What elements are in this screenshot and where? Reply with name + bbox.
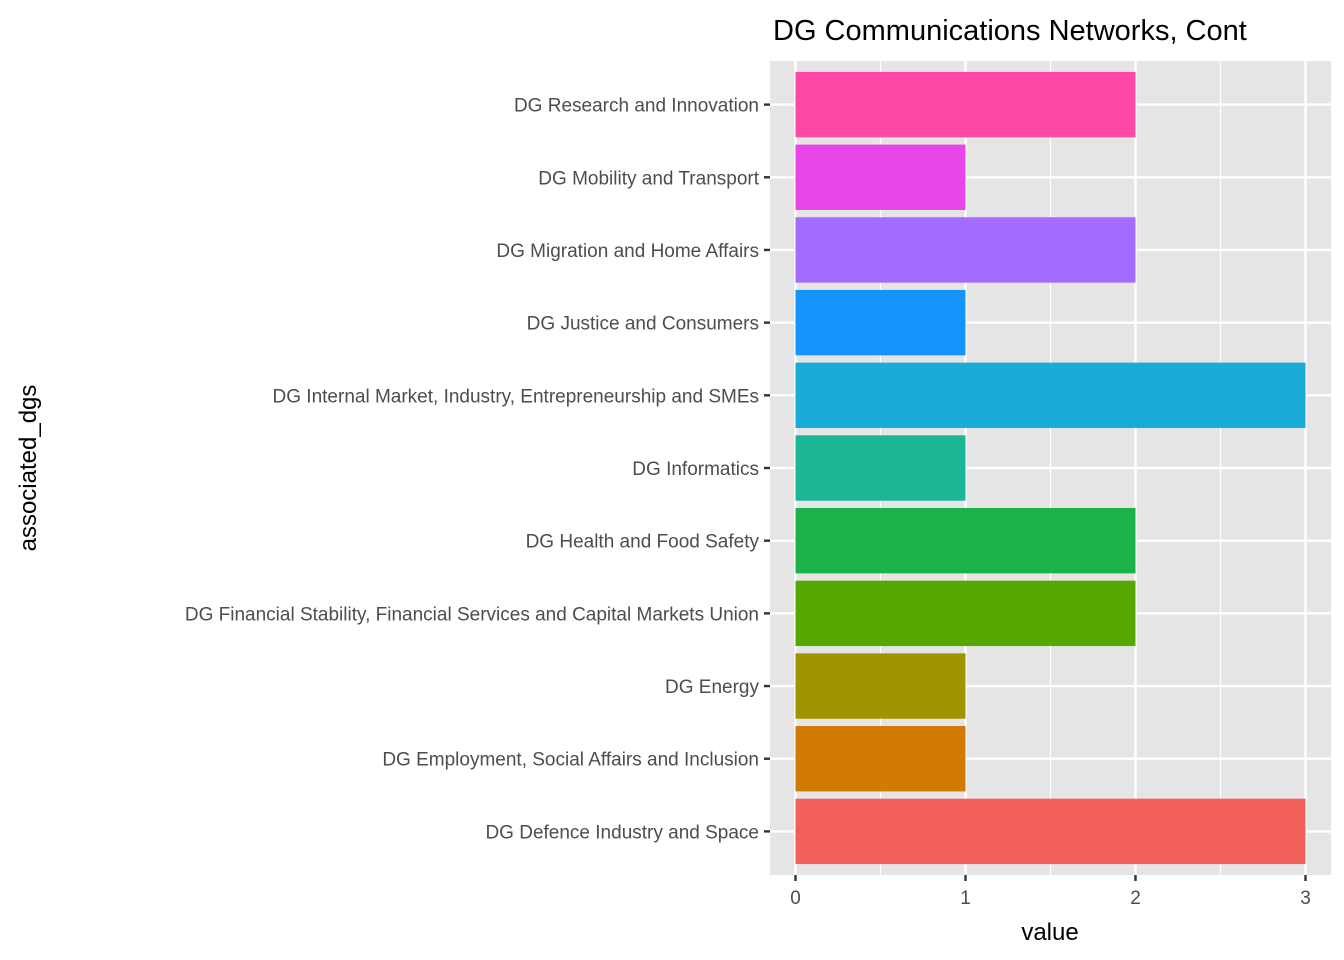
x-tick-label: 3: [1300, 888, 1311, 909]
bar: [795, 435, 966, 501]
bar: [795, 362, 1306, 429]
y-axis: DG Defence Industry and Space DG Employme…: [185, 96, 770, 843]
bar: [795, 144, 966, 210]
y-tick-label: DG Justice and Consumers: [527, 314, 759, 335]
y-axis-title: associated_dgs: [15, 385, 42, 552]
bar: [795, 507, 1136, 574]
bar: [795, 653, 966, 719]
x-axis: 0 1 2 3: [790, 875, 1311, 909]
x-axis-title: value: [1021, 919, 1078, 946]
bar: [795, 217, 1136, 283]
y-tick-label: DG Informatics: [632, 459, 759, 480]
bar: [795, 289, 966, 356]
bar: [795, 726, 966, 792]
y-tick-label: DG Energy: [665, 677, 759, 698]
x-tick-label: 1: [960, 888, 971, 909]
bars: [795, 71, 1306, 865]
y-tick-label: DG Internal Market, Industry, Entreprene…: [273, 386, 759, 407]
y-tick-label: DG Defence Industry and Space: [485, 822, 759, 843]
y-tick-label: DG Research and Innovation: [514, 96, 759, 117]
y-tick-label: DG Migration and Home Affairs: [496, 241, 759, 262]
y-tick-label: DG Mobility and Transport: [538, 168, 759, 189]
y-tick-label: DG Health and Food Safety: [526, 532, 760, 553]
y-tick-label: DG Financial Stability, Financial Servic…: [185, 604, 759, 625]
x-tick-label: 0: [790, 888, 801, 909]
bar: [795, 580, 1136, 647]
bar: [795, 798, 1306, 865]
x-tick-label: 2: [1130, 888, 1141, 909]
y-tick-label: DG Employment, Social Affairs and Inclus…: [382, 750, 759, 771]
bar: [795, 71, 1136, 138]
chart-title: DG Communications Networks, Cont: [773, 15, 1247, 47]
